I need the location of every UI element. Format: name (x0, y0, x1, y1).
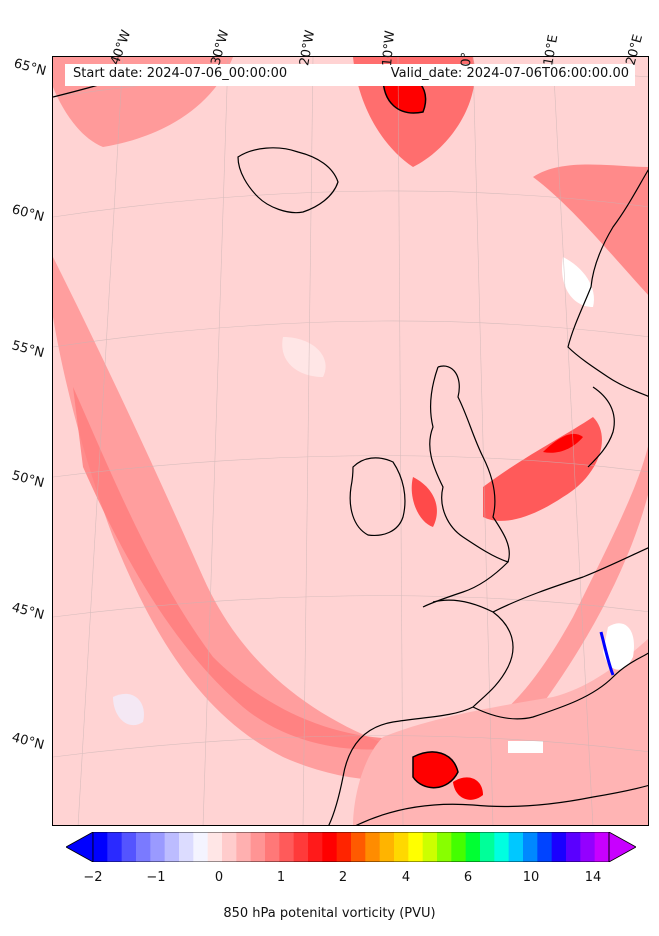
north-france-coast (492, 547, 648, 613)
lat-label-55n: 55°N (10, 338, 46, 362)
pv-field-map (53, 57, 648, 825)
colorbar-tick: 4 (401, 870, 411, 885)
valid-date-label: Valid_date: 2024-07-06T06:00:00.00 (390, 66, 629, 81)
colorbar-segment (351, 832, 366, 862)
colorbar-tick: 0 (214, 870, 224, 885)
date-header-strip (65, 64, 635, 86)
colorbar-segment (336, 832, 352, 862)
lon-label-10w: 10°W (380, 29, 399, 67)
colorbar-segment (451, 832, 467, 862)
colorbar-segment (551, 832, 567, 862)
colorbar-segment (293, 832, 309, 862)
colorbar-segment (480, 832, 495, 862)
pv-iberia-peak-1 (413, 752, 458, 788)
colorbar-segment (207, 832, 223, 862)
colorbar-segment (508, 832, 524, 862)
colorbar-segment (279, 832, 295, 862)
colorbar-segment (408, 832, 424, 862)
colorbar-segment (566, 832, 581, 862)
pv-med-negative (508, 741, 543, 753)
colorbar-segment (222, 832, 237, 862)
map-plot-area (52, 56, 649, 826)
colorbar-tick: −1 (146, 870, 166, 885)
pv-alps-negative (603, 623, 634, 670)
colorbar-segment (121, 832, 137, 862)
colorbar-extend-low (66, 832, 94, 862)
colorbar-segment (150, 832, 166, 862)
colorbar-segment (250, 832, 266, 862)
colorbar-tick: 2 (338, 870, 348, 885)
britain-west-coast (422, 366, 510, 608)
pv-arc-core (73, 387, 433, 750)
colorbar-segment (265, 832, 280, 862)
colorbar-tick: 14 (584, 870, 602, 885)
pv-alps-blue (599, 631, 615, 676)
start-date-label: Start date: 2024-07-06_00:00:00 (73, 66, 288, 81)
colorbar-segment (379, 832, 395, 862)
ireland-coast (349, 457, 406, 537)
colorbar-segment (437, 832, 452, 862)
colorbar-segment (164, 832, 180, 862)
colorbar-tick: 6 (463, 870, 473, 885)
colorbar-segment (594, 832, 610, 862)
lon-label-0: 0° (459, 51, 475, 67)
pv-atlantic-light-2 (282, 337, 326, 377)
lat-label-60n: 60°N (10, 202, 46, 226)
lat-label-40n: 40°N (10, 730, 46, 754)
pv-scandinavia-patch (533, 164, 648, 295)
colorbar-segment (422, 832, 438, 862)
colorbar-segment (193, 832, 209, 862)
colorbar-label: 850 hPa potenital vorticity (PVU) (223, 906, 436, 921)
colorbar-segment (494, 832, 510, 862)
colorbar-segment (236, 832, 252, 862)
scandinavia-coast (567, 169, 648, 397)
colorbar-tick: 10 (522, 870, 540, 885)
colorbar-extend-high (608, 832, 636, 862)
colorbar-segment (179, 832, 194, 862)
colorbar-segment (465, 832, 481, 862)
colorbar-segment (107, 832, 123, 862)
colorbar-border (92, 832, 610, 862)
pv-colorbar (66, 832, 636, 862)
colorbar-segment (365, 832, 381, 862)
britain-east-coast (437, 365, 510, 563)
iberia-peak-contour (412, 751, 459, 789)
colorbar-tick: −2 (83, 870, 103, 885)
colorbar-segment (308, 832, 323, 862)
lat-label-65n: 65°N (12, 56, 48, 80)
lat-label-45n: 45°N (10, 600, 46, 624)
colorbar-segment (93, 832, 108, 862)
pv-negative-patch-1 (562, 257, 594, 307)
colorbar-segment (394, 832, 409, 862)
iceland-coast (237, 147, 339, 214)
pv-iberia-peak-2 (453, 777, 483, 800)
colorbar-segment (523, 832, 538, 862)
north-africa-coast (355, 784, 648, 825)
lat-label-50n: 50°N (10, 468, 46, 492)
pv-atlantic-light-1 (113, 693, 144, 726)
med-north-coast (472, 652, 648, 720)
colorbar-segment (580, 832, 596, 862)
pv-wales-patch (411, 477, 437, 527)
colorbar-segment (136, 832, 151, 862)
colorbar-segment (322, 832, 338, 862)
colorbar-tick: 1 (276, 870, 286, 885)
denmark-coast (587, 386, 615, 468)
colorbar-segment (537, 832, 553, 862)
